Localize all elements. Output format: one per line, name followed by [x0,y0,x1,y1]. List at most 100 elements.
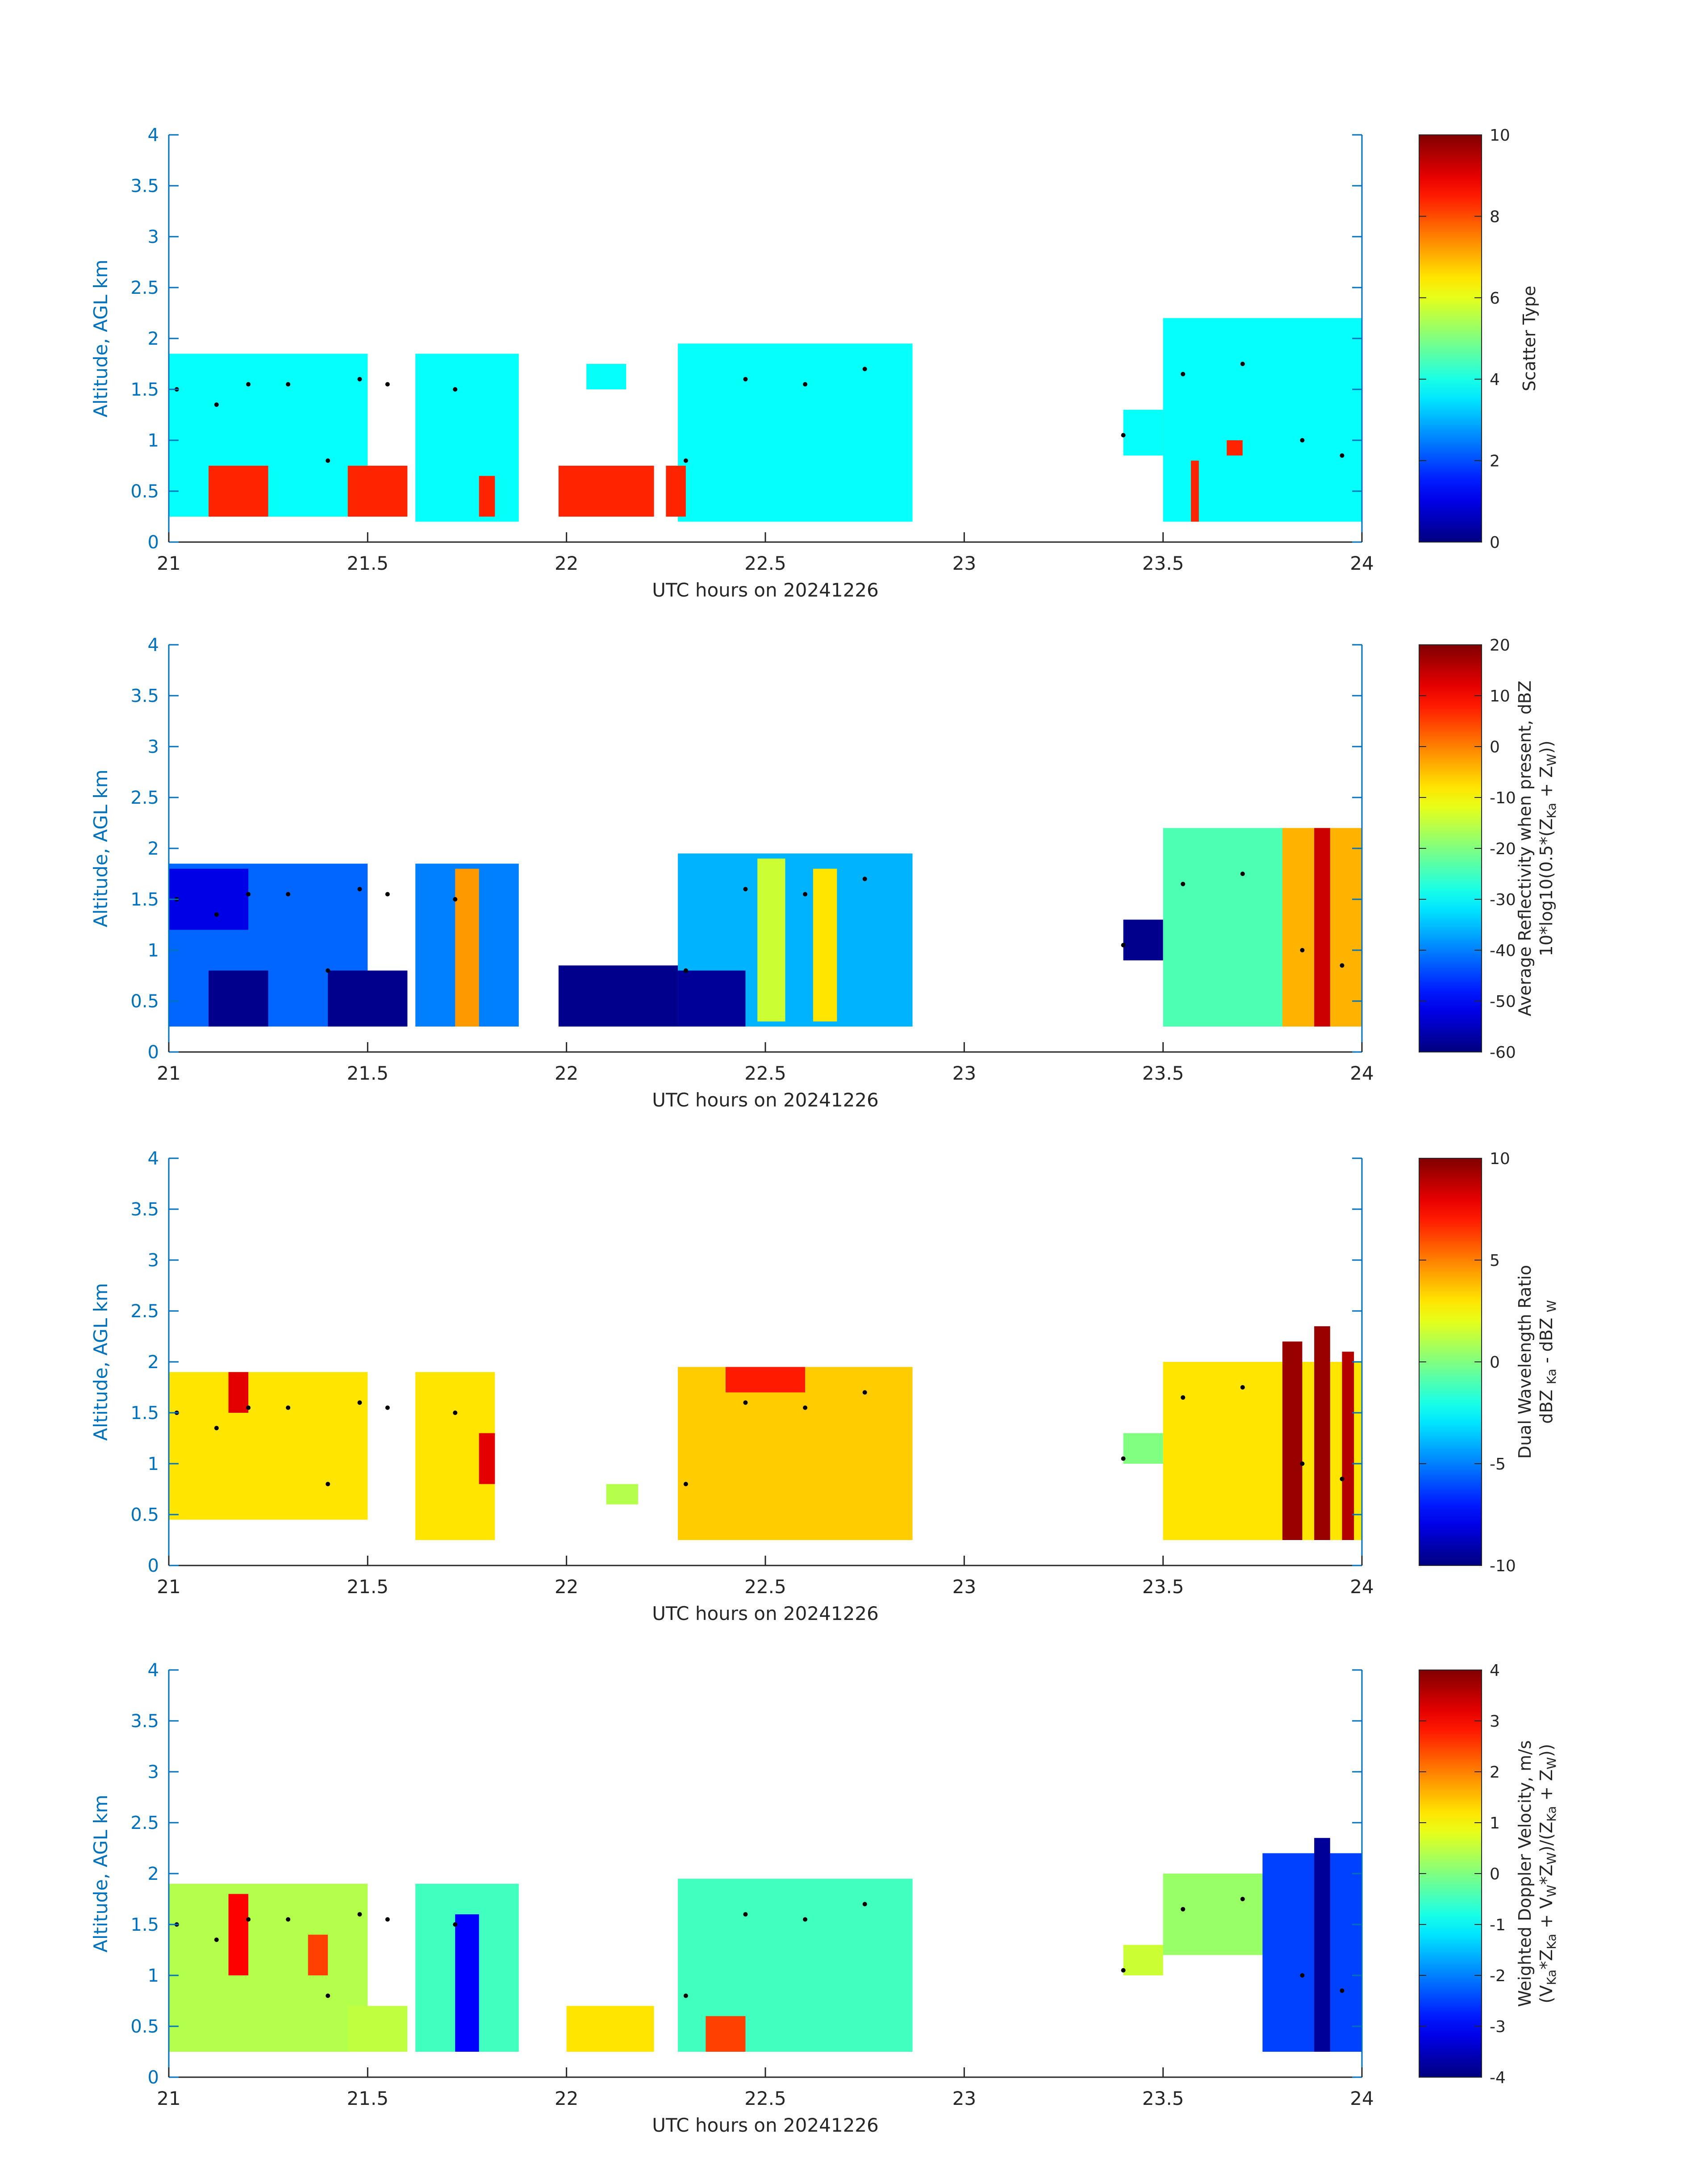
cloud-top-marker [1340,963,1345,968]
cloud-top-marker [286,892,291,897]
x-tick-label: 21 [157,2087,180,2109]
colorbar-tick-label: -20 [1490,840,1516,858]
y-tick-label: 3 [148,227,159,247]
x-tick-label: 23 [952,1062,976,1084]
y-axis-label: Altitude, AGL km [90,1795,112,1952]
label-text: - dBZ [1537,1312,1556,1369]
cloud-top-marker [246,892,251,897]
colorbar-tick-label: 1 [1490,1814,1500,1833]
y-tick-label: 2 [148,329,159,349]
cloud-top-marker [683,1993,688,1998]
colorbar-tick-label: 10 [1490,1150,1510,1168]
y-tick-label: 4 [148,1660,159,1681]
y-tick-label: 2.5 [130,788,159,808]
cloud-top-marker [246,382,251,387]
x-tick-label: 23.5 [1142,1062,1184,1084]
label-text: *Z [1537,1865,1556,1885]
y-tick-label: 0.5 [130,2016,159,2037]
x-axis-label: UTC hours on 20241226 [652,2114,879,2136]
subscript: Ka [1544,803,1559,818]
cloud-top-markers [174,362,1345,463]
y-tick-label: 2.5 [130,278,159,298]
label-text: )) [1537,1744,1556,1757]
heatmap-region [455,1914,479,2052]
heatmap-region [328,970,408,1027]
cloud-top-marker [1340,1477,1345,1482]
heatmap-region [347,2006,408,2052]
cloud-top-marker [1300,1973,1305,1978]
cloud-top-marker [683,1482,688,1486]
subscript: W [1544,1852,1559,1865]
colorbar-tick-label: -3 [1490,2018,1506,2036]
y-tick-label: 3 [148,1250,159,1271]
y-tick-label: 2 [148,1864,159,1884]
x-tick-label: 24 [1350,1062,1374,1084]
x-tick-label: 22.5 [744,552,786,574]
colorbar-tick-label: -40 [1490,942,1516,960]
y-tick-label: 3.5 [130,1199,159,1220]
heatmap-region [586,364,626,389]
heatmap-region [209,970,268,1027]
cloud-top-marker [214,1426,219,1431]
x-tick-label: 21 [157,1062,180,1084]
heatmap-region [228,1372,249,1413]
heatmap-region [455,868,479,1027]
subscript: Ka [1544,1970,1559,1985]
heatmap-region [1342,1352,1354,1540]
heatmap-cells [169,1326,1362,1540]
heatmap-region [606,1484,638,1505]
heatmap-region [169,1883,368,2052]
cloud-top-marker [357,1400,362,1405]
y-tick-label: 3 [148,1762,159,1782]
colorbar-tick-label: -50 [1490,993,1516,1011]
heatmap-region [813,868,837,1022]
cloud-top-marker [453,1411,458,1415]
cloud-top-marker [1181,881,1186,886]
subscript: Ka [1544,1934,1559,1949]
y-tick-label: 0 [148,2067,159,2088]
label-text: (V [1537,1985,1556,2004]
x-tick-label: 22 [555,1062,578,1084]
cloud-top-marker [326,1993,330,1998]
colorbar-tick-label: 10 [1490,687,1510,705]
heatmap-region [678,343,913,522]
heatmap-region [725,1367,806,1393]
y-tick-label: 0 [148,532,159,553]
cloud-top-marker [803,1917,808,1922]
heatmap-region [1314,1326,1330,1540]
label-text: 10*log10(0.5*(Z [1537,818,1556,956]
cloud-top-marker [862,1902,867,1907]
x-tick-label: 21.5 [347,1576,389,1598]
heatmap-region [1123,1433,1163,1464]
heatmap-region [209,466,268,517]
colorbar-label-line1: Average Reflectivity when present, dBZ [1515,680,1535,1016]
cloud-top-marker [385,1917,390,1922]
y-tick-label: 2 [148,839,159,859]
cloud-top-marker [743,1400,748,1405]
cloud-top-marker [683,968,688,973]
cloud-top-marker [1300,1461,1305,1466]
y-tick-label: 0 [148,1042,159,1063]
heatmap-region [415,354,519,522]
label-text: + Z [1537,766,1556,803]
cloud-top-marker [385,892,390,897]
x-tick-label: 21.5 [347,1062,389,1084]
y-axis-label: Altitude, AGL km [90,259,112,417]
cloud-top-marker [1121,1456,1126,1461]
heatmap-region [666,466,686,517]
x-tick-label: 22 [555,552,578,574]
colorbar-label-line1: Dual Wavelength Ratio [1515,1265,1535,1459]
x-tick-label: 22 [555,1576,578,1598]
y-tick-label: 1.5 [130,1915,159,1935]
heatmap-region [757,858,785,1022]
label-text: + V [1537,1897,1556,1934]
cloud-top-marker [862,1390,867,1395]
cloud-top-marker [357,887,362,892]
y-tick-label: 0.5 [130,991,159,1012]
heatmap-region [706,2016,746,2052]
